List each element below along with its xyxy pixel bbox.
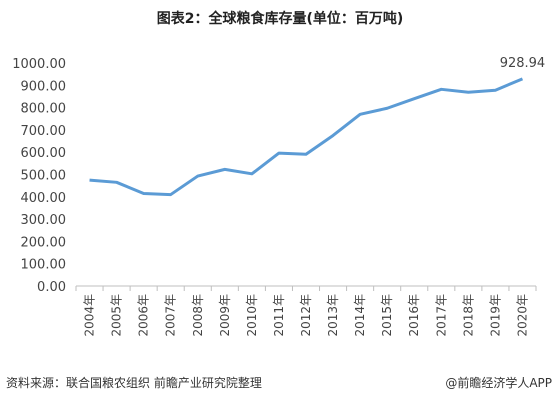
- x-tick-label: 2014年: [353, 294, 367, 337]
- x-tick-label: 2012年: [299, 294, 313, 337]
- x-tick-label: 2009年: [218, 294, 232, 337]
- y-tick-label: 700.00: [21, 124, 67, 139]
- y-tick-label: 200.00: [21, 235, 67, 250]
- x-tick-label: 2019年: [488, 294, 502, 337]
- x-tick-label: 2005年: [110, 294, 124, 337]
- x-tick-label: 2008年: [191, 294, 205, 337]
- x-tick-label: 2017年: [434, 294, 448, 337]
- y-tick-label: 600.00: [21, 146, 67, 161]
- y-tick-label: 500.00: [21, 169, 67, 184]
- x-tick-label: 2011年: [272, 294, 286, 337]
- x-tick-label: 2016年: [407, 294, 421, 337]
- y-tick-label: 900.00: [21, 79, 67, 94]
- y-axis-ticks: 0.00 100.00 200.00 300.00 400.00 500.00 600.00…: [12, 57, 66, 295]
- x-tick-label: 2020年: [515, 294, 529, 337]
- chart-title: 图表2：全球粮食库存量(单位：百万吨): [156, 11, 404, 27]
- x-tick-label: 2010年: [245, 294, 259, 337]
- source-note: 资料来源：联合国粮农组织 前瞻产业研究院整理: [6, 376, 262, 390]
- watermark-credit: @前瞻经济学人APP: [445, 376, 552, 390]
- data-label: 928.94: [500, 56, 546, 71]
- y-tick-label: 100.00: [21, 258, 67, 273]
- y-tick-label: 300.00: [21, 213, 67, 228]
- x-tick-label: 2007年: [164, 294, 178, 337]
- y-tick-label: 1000.00: [12, 57, 66, 72]
- series-line: [89, 77, 524, 197]
- x-tick-label: 2015年: [380, 294, 394, 337]
- y-tick-label: 400.00: [21, 191, 67, 206]
- x-tick-label: 2018年: [461, 294, 475, 337]
- y-tick-label: 800.00: [21, 102, 67, 117]
- data-labels: 928.94: [500, 56, 546, 71]
- x-tick-label: 2004年: [83, 294, 97, 337]
- y-tick-label: 0.00: [37, 280, 66, 295]
- x-tick-label: 2013年: [326, 294, 340, 337]
- x-axis-ticks: 2004年 2005年 2006年 2007年 2008年 2009年 2010年 2011年…: [75, 286, 537, 337]
- x-tick-label: 2006年: [137, 294, 151, 337]
